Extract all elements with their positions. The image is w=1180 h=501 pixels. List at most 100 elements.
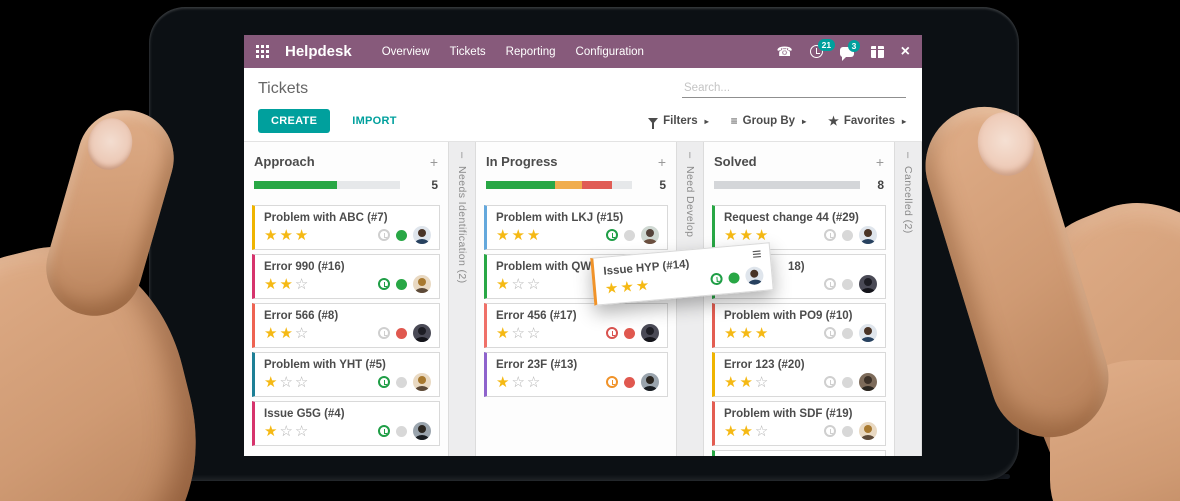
assignee-avatar[interactable] <box>744 265 765 286</box>
priority-stars[interactable]: ★★☆ <box>724 422 771 440</box>
add-card-icon[interactable]: + <box>657 153 666 170</box>
activity-clock-icon[interactable] <box>824 376 836 388</box>
assignee-avatar[interactable] <box>413 373 431 391</box>
ticket-card[interactable]: Problem with LKJ (#15) ★★★ <box>484 205 668 250</box>
assignee-avatar[interactable] <box>641 226 659 244</box>
messages-icon[interactable]: 3 <box>839 40 861 61</box>
priority-stars[interactable]: ★★☆ <box>724 373 771 391</box>
ticket-card[interactable]: Error 456 (#17) ★☆☆ <box>484 303 668 348</box>
status-dot[interactable] <box>842 376 853 388</box>
status-dot[interactable] <box>842 425 853 437</box>
collapsed-column-cancelled[interactable]: – Cancelled (2) <box>894 142 922 456</box>
activity-clock-icon[interactable] <box>378 376 390 388</box>
activity-clock-icon[interactable] <box>378 425 390 437</box>
menu-overview[interactable]: Overview <box>381 45 430 58</box>
assignee-avatar[interactable] <box>859 422 877 440</box>
ticket-card[interactable]: Request change 44 (#29) ★★★ <box>712 205 886 250</box>
priority-stars[interactable]: ★★★ <box>724 324 771 342</box>
assignee-avatar[interactable] <box>641 373 659 391</box>
ticket-card[interactable]: Problem with YHT (#5) ★☆☆ <box>252 352 440 397</box>
create-button[interactable]: CREATE <box>258 109 331 133</box>
favorites-label: Favorites <box>843 115 895 127</box>
collapsed-column-needs-identification[interactable]: – Needs Identification (2) <box>448 142 476 456</box>
priority-stars[interactable]: ★☆☆ <box>496 324 543 342</box>
priority-stars[interactable]: ★★★ <box>604 276 652 298</box>
column-progressbar[interactable] <box>714 181 860 189</box>
priority-stars[interactable]: ★★☆ <box>264 324 311 342</box>
priority-stars[interactable]: ★★★ <box>264 226 311 244</box>
assignee-avatar[interactable] <box>413 324 431 342</box>
priority-stars[interactable]: ★★★ <box>496 226 543 244</box>
priority-stars[interactable]: ★☆☆ <box>496 275 543 293</box>
column-progressbar[interactable] <box>486 181 632 189</box>
status-dot[interactable] <box>624 229 635 241</box>
menu-reporting[interactable]: Reporting <box>505 45 556 58</box>
column-title: In Progress <box>486 154 558 169</box>
kanban-board: Approach + 5 Problem with ABC (#7) ★★★ <box>244 141 922 456</box>
status-dot[interactable] <box>624 376 635 388</box>
search-input[interactable] <box>682 79 906 98</box>
ticket-card[interactable]: Problem with PO9 (#10) ★★★ <box>712 303 886 348</box>
ticket-card[interactable]: Problem with ABC (#30) ★☆☆ <box>712 450 886 456</box>
filters-button[interactable]: Filters ▸ <box>648 115 709 129</box>
close-icon[interactable]: × <box>900 42 910 60</box>
priority-stars[interactable]: ★★☆ <box>264 275 311 293</box>
assignee-avatar[interactable] <box>413 275 431 293</box>
progress-segment <box>611 181 632 189</box>
gift-icon[interactable] <box>870 45 884 58</box>
status-dot[interactable] <box>842 229 853 241</box>
status-dot[interactable] <box>396 327 407 339</box>
priority-stars[interactable]: ★☆☆ <box>496 373 543 391</box>
activities-icon[interactable]: 21 <box>809 39 836 58</box>
activity-clock-icon[interactable] <box>378 327 390 339</box>
apps-grid-icon[interactable] <box>256 45 269 58</box>
activity-clock-icon[interactable] <box>824 229 836 241</box>
ticket-card[interactable]: Error 23F (#13) ★☆☆ <box>484 352 668 397</box>
status-dot[interactable] <box>842 327 853 339</box>
assignee-avatar[interactable] <box>413 226 431 244</box>
activity-clock-icon[interactable] <box>710 272 724 286</box>
group-by-button[interactable]: ≡ Group By ▸ <box>731 115 806 127</box>
status-dot[interactable] <box>624 327 635 339</box>
assignee-avatar[interactable] <box>859 226 877 244</box>
ticket-card[interactable]: Error 123 (#20) ★★☆ <box>712 352 886 397</box>
add-card-icon[interactable]: + <box>875 153 884 170</box>
assignee-avatar[interactable] <box>859 324 877 342</box>
activity-clock-icon[interactable] <box>378 229 390 241</box>
status-dot[interactable] <box>396 376 407 388</box>
menu-tickets[interactable]: Tickets <box>449 45 486 58</box>
status-dot[interactable] <box>842 278 853 290</box>
assignee-avatar[interactable] <box>859 275 877 293</box>
column-progressbar[interactable] <box>254 181 400 189</box>
status-dot[interactable] <box>396 278 407 290</box>
activity-clock-icon[interactable] <box>606 327 618 339</box>
priority-stars[interactable]: ★★★ <box>724 226 771 244</box>
status-dot[interactable] <box>396 425 407 437</box>
activity-clock-icon[interactable] <box>824 327 836 339</box>
drag-handle-icon[interactable]: ≡ <box>751 246 763 264</box>
activity-clock-icon[interactable] <box>606 376 618 388</box>
activity-clock-icon[interactable] <box>824 278 836 290</box>
activity-clock-icon[interactable] <box>824 425 836 437</box>
ticket-card[interactable]: Problem with SDF (#19) ★★☆ <box>712 401 886 446</box>
assignee-avatar[interactable] <box>413 422 431 440</box>
priority-stars[interactable]: ★☆☆ <box>264 422 311 440</box>
status-dot[interactable] <box>728 271 740 284</box>
favorites-button[interactable]: ★ Favorites ▸ <box>828 115 906 127</box>
progress-segment <box>254 181 338 189</box>
status-dot[interactable] <box>396 229 407 241</box>
phone-icon[interactable]: ☎ <box>776 44 793 59</box>
ticket-card[interactable]: Error 990 (#16) ★★☆ <box>252 254 440 299</box>
ticket-card[interactable]: Error 566 (#8) ★★☆ <box>252 303 440 348</box>
assignee-avatar[interactable] <box>859 373 877 391</box>
ticket-card[interactable]: Problem with ABC (#7) ★★★ <box>252 205 440 250</box>
assignee-avatar[interactable] <box>641 324 659 342</box>
collapsed-column-need-develop[interactable]: – Need Develop <box>676 142 704 456</box>
add-card-icon[interactable]: + <box>429 153 438 170</box>
activity-clock-icon[interactable] <box>606 229 618 241</box>
menu-configuration[interactable]: Configuration <box>575 45 644 58</box>
priority-stars[interactable]: ★☆☆ <box>264 373 311 391</box>
import-button[interactable]: IMPORT <box>346 114 403 128</box>
ticket-card[interactable]: Issue G5G (#4) ★☆☆ <box>252 401 440 446</box>
activity-clock-icon[interactable] <box>378 278 390 290</box>
